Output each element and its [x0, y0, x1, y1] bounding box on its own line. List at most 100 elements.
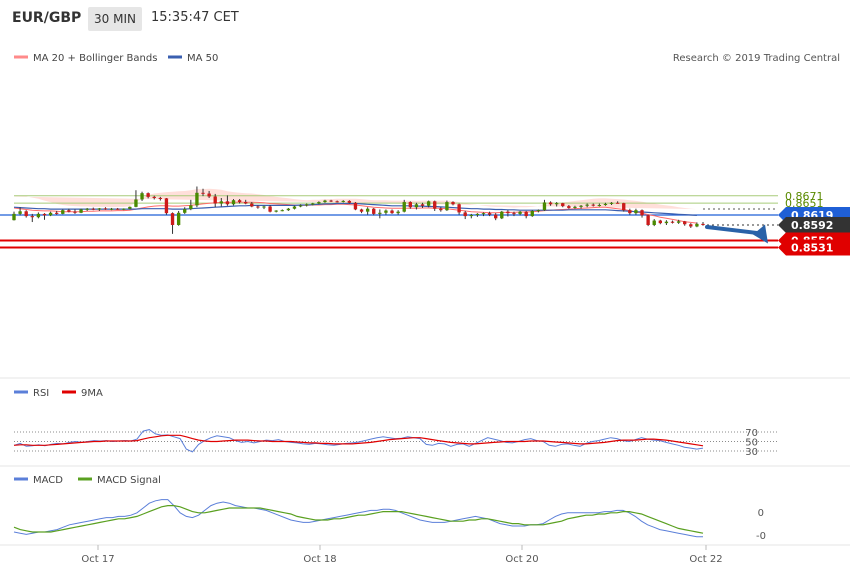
- time-tick-label: Oct 20: [505, 554, 538, 565]
- candle-body: [652, 220, 656, 225]
- candle-body: [628, 210, 632, 214]
- candle-body: [414, 204, 419, 208]
- projection-arrow-head: [753, 224, 768, 244]
- candle-body: [609, 202, 614, 204]
- candle-body: [676, 221, 681, 223]
- candle-body: [55, 212, 59, 214]
- candle-body: [304, 204, 309, 206]
- candle-body: [158, 197, 163, 199]
- candle-body: [640, 210, 644, 216]
- symbol-label[interactable]: EUR/GBP: [12, 10, 82, 26]
- candle-body: [140, 193, 144, 200]
- candle-body: [573, 206, 577, 208]
- candle-body: [42, 213, 47, 216]
- candle-body: [634, 210, 638, 214]
- price-legend: MA 20 + Bollinger Bands MA 50 Research ©…: [14, 53, 840, 64]
- macd-line: [13, 499, 703, 538]
- candle-body: [268, 206, 272, 212]
- candle-body: [146, 193, 150, 197]
- resistance-label: 0.8671: [785, 190, 824, 203]
- candle-body: [457, 204, 461, 213]
- time-tick-label: Oct 18: [303, 554, 336, 565]
- macd-tick-label: 0: [758, 508, 764, 519]
- candle-body: [396, 211, 400, 214]
- candle-body: [262, 206, 266, 208]
- candle-body: [567, 206, 571, 208]
- candle-body: [451, 202, 455, 205]
- candle-body: [85, 208, 89, 210]
- candle-body: [91, 208, 95, 210]
- candle-body: [512, 213, 516, 215]
- projection-arrow-shaft: [705, 224, 764, 236]
- candle-body: [390, 210, 394, 214]
- candle-body: [183, 209, 187, 213]
- chart-header: EUR/GBP 30 MIN 15:35:47 CET: [0, 0, 850, 40]
- candle-body: [683, 221, 687, 225]
- candle-body: [463, 212, 467, 217]
- candle-body: [237, 200, 242, 203]
- candle-body: [335, 201, 339, 203]
- candle-body: [244, 202, 248, 204]
- bollinger-band: [14, 188, 697, 210]
- candle-body: [30, 216, 34, 218]
- candle-body: [378, 212, 382, 214]
- candle-body: [597, 205, 602, 207]
- candle-body: [475, 213, 480, 215]
- candle-body: [122, 208, 126, 210]
- candle-body: [487, 213, 492, 215]
- candle-body: [341, 200, 345, 202]
- candle-body: [542, 202, 547, 211]
- candle-body: [48, 212, 53, 216]
- macd-tick-label: -0: [756, 531, 766, 542]
- candle-body: [286, 208, 291, 211]
- candle-body: [701, 223, 705, 225]
- candle-body: [195, 192, 199, 206]
- candle-body: [225, 201, 230, 205]
- candle-body: [280, 210, 284, 212]
- rsi-ma-line: [13, 434, 704, 447]
- rsi-tick-label: 50: [745, 438, 758, 449]
- rsi-tick-label: 30: [745, 447, 758, 458]
- candle-body: [274, 210, 278, 212]
- candle-body: [530, 210, 534, 217]
- candle-body: [67, 210, 71, 212]
- candle-body: [695, 223, 699, 227]
- candle-body: [152, 196, 156, 198]
- candle-body: [536, 210, 541, 212]
- candle-body: [347, 200, 352, 203]
- candle-body: [18, 211, 22, 214]
- candle-body: [24, 211, 28, 217]
- candle-body: [658, 220, 662, 224]
- candle-body: [524, 211, 528, 217]
- candle-body: [201, 192, 205, 194]
- macd-signal-legend-label: MACD Signal: [97, 475, 161, 486]
- candle-body: [79, 209, 83, 213]
- candle-body: [176, 212, 181, 225]
- macd-legend: MACD MACD Signal: [14, 475, 161, 486]
- candle-body: [36, 213, 41, 218]
- candle-body: [213, 196, 217, 204]
- research-credit: Research © 2019 Trading Central: [673, 53, 840, 64]
- support-price-tag: [778, 239, 850, 256]
- candle-body: [164, 198, 169, 214]
- candle-body: [256, 206, 260, 208]
- time-tick-label: Oct 22: [689, 554, 722, 565]
- candle-body: [109, 208, 114, 210]
- candle-body: [97, 208, 102, 210]
- candle-body: [250, 203, 254, 207]
- candle-body: [603, 203, 608, 206]
- timeframe-selector[interactable]: 30 MIN: [88, 7, 142, 31]
- candle-body: [518, 211, 522, 214]
- candle-body: [61, 210, 65, 214]
- rsi-ma-legend-label: 9MA: [81, 388, 103, 399]
- candle-body: [73, 211, 77, 213]
- candle-body: [585, 204, 589, 206]
- candle-body: [500, 211, 504, 219]
- candle-body: [439, 208, 443, 211]
- time-axis: Oct 17 Oct 18 Oct 20 Oct 22: [81, 545, 723, 565]
- last-price-tag: [778, 216, 850, 233]
- candle-body: [189, 205, 193, 210]
- candle-body: [670, 221, 675, 223]
